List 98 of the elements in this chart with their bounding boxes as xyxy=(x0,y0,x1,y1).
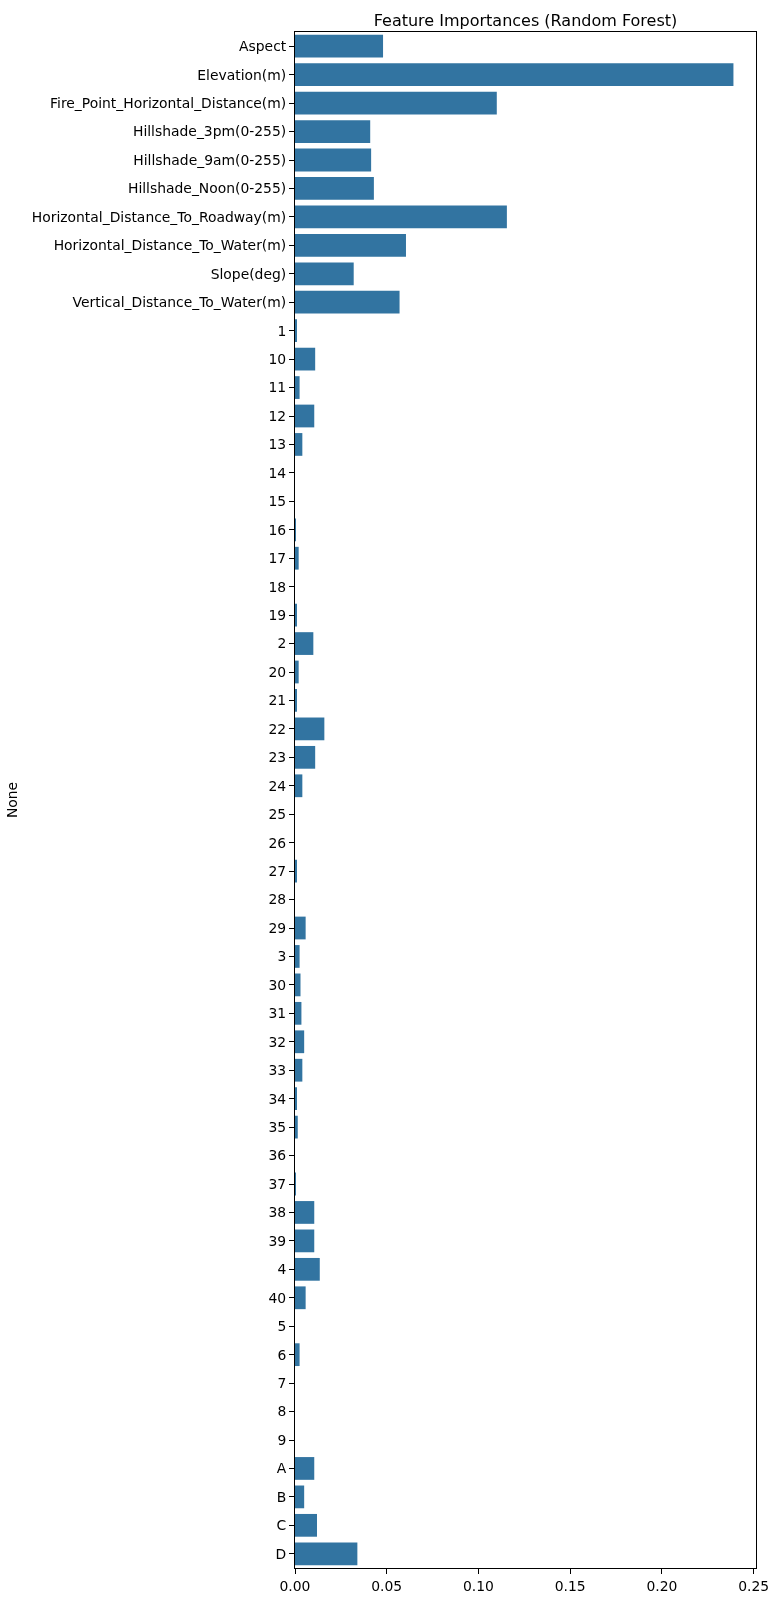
bar xyxy=(295,290,400,314)
y-tick-label: Vertical_Distance_To_Water(m) xyxy=(72,294,287,311)
x-tick-label: 0.20 xyxy=(646,1577,678,1594)
y-tick-label: 2 xyxy=(277,635,287,652)
y-tick-label: 33 xyxy=(268,1062,287,1079)
y-tick-label: 15 xyxy=(268,493,287,510)
bar xyxy=(295,34,384,58)
y-tick-label: Hillshade_Noon(0-255) xyxy=(127,180,287,197)
y-axis-title: None xyxy=(4,781,21,819)
bar xyxy=(295,1001,302,1025)
y-tick-label: Aspect xyxy=(239,38,287,55)
y-tick-label: 6 xyxy=(277,1346,287,1363)
bar xyxy=(295,1343,300,1367)
bar xyxy=(295,404,315,428)
x-tick-label: 0.00 xyxy=(279,1577,311,1594)
bar xyxy=(295,1058,303,1082)
y-tick-label: 38 xyxy=(268,1204,287,1221)
y-tick-label: 37 xyxy=(268,1175,287,1192)
bar xyxy=(295,632,314,655)
y-tick-label: 18 xyxy=(268,578,287,595)
bar xyxy=(295,233,406,257)
y-tick-label: 27 xyxy=(268,862,287,879)
y-tick-label: 3 xyxy=(277,948,287,965)
y-tick-label: Fire_Point_Horizontal_Distance(m) xyxy=(50,94,287,111)
bar xyxy=(295,177,374,200)
bar xyxy=(295,91,497,115)
y-tick-label: 12 xyxy=(268,407,287,424)
bar xyxy=(295,1457,315,1480)
bar xyxy=(295,1542,358,1566)
bar xyxy=(295,376,300,399)
y-tick-label: 31 xyxy=(268,1005,287,1022)
y-tick-label: 9 xyxy=(277,1431,287,1448)
y-tick-label: 22 xyxy=(268,720,287,737)
y-tick-label: D xyxy=(275,1545,287,1562)
y-tick-label: 25 xyxy=(268,806,287,823)
y-tick-label: Hillshade_9am(0-255) xyxy=(133,151,287,168)
bar xyxy=(295,63,734,87)
bar xyxy=(295,1201,315,1224)
y-tick-label: 26 xyxy=(268,834,287,851)
y-tick-label: 8 xyxy=(277,1403,287,1420)
bar xyxy=(295,1257,320,1281)
y-tick-label: 5 xyxy=(277,1318,287,1335)
bar xyxy=(295,1485,305,1509)
bar xyxy=(295,745,316,769)
y-tick-label: 13 xyxy=(268,436,287,453)
y-tick-label: 24 xyxy=(268,777,287,794)
y-tick-label: 21 xyxy=(268,692,287,709)
bar xyxy=(295,1229,315,1253)
bar xyxy=(295,973,301,997)
y-tick-label: 1 xyxy=(277,322,287,339)
bar xyxy=(295,262,354,286)
bar xyxy=(295,1513,318,1537)
x-tick-label: 0.25 xyxy=(738,1577,770,1594)
y-tick-label: 36 xyxy=(268,1147,287,1164)
bar xyxy=(295,1115,298,1139)
bar xyxy=(295,205,507,229)
y-tick-label: Hillshade_3pm(0-255) xyxy=(132,123,287,140)
bar xyxy=(295,1030,305,1054)
y-tick-label: Slope(deg) xyxy=(210,265,287,282)
y-tick-label: 23 xyxy=(268,749,287,766)
y-tick-label: 28 xyxy=(268,891,287,908)
bar xyxy=(295,717,325,741)
y-tick-label: 17 xyxy=(268,550,287,567)
y-tick-label: 19 xyxy=(268,606,287,623)
bar xyxy=(295,433,303,456)
bar xyxy=(295,916,306,940)
y-tick-label: 39 xyxy=(268,1232,287,1249)
y-tick-label: 14 xyxy=(268,464,287,481)
y-tick-label: 7 xyxy=(277,1374,287,1391)
y-tick-label: Horizontal_Distance_To_Roadway(m) xyxy=(31,208,287,225)
y-tick-label: 35 xyxy=(268,1118,287,1135)
x-tick-label: 0.15 xyxy=(554,1577,586,1594)
bar xyxy=(295,120,371,143)
y-tick-label: 11 xyxy=(268,379,287,396)
bar xyxy=(295,148,372,172)
y-tick-label: 4 xyxy=(277,1261,287,1278)
y-tick-label: 40 xyxy=(268,1289,287,1306)
x-tick-label: 0.10 xyxy=(462,1577,494,1594)
bar xyxy=(295,660,299,684)
y-tick-label: 34 xyxy=(268,1090,287,1107)
bar xyxy=(295,1286,306,1310)
y-tick-label: C xyxy=(276,1517,287,1534)
x-tick-label: 0.05 xyxy=(371,1577,403,1594)
y-tick-label: 30 xyxy=(268,976,287,993)
y-tick-label: A xyxy=(276,1460,287,1477)
bar xyxy=(295,347,316,371)
bar xyxy=(295,774,303,798)
bar xyxy=(295,945,300,968)
y-tick-label: 20 xyxy=(268,663,287,680)
y-tick-label: Horizontal_Distance_To_Water(m) xyxy=(53,237,287,254)
y-tick-label: B xyxy=(276,1488,287,1505)
y-tick-label: 29 xyxy=(268,919,287,936)
y-tick-label: 10 xyxy=(268,350,287,367)
y-tick-label: 32 xyxy=(268,1033,287,1050)
chart-title: Feature Importances (Random Forest) xyxy=(373,11,678,30)
y-tick-label: Elevation(m) xyxy=(197,66,287,83)
y-tick-label: 16 xyxy=(268,521,287,538)
bar xyxy=(295,546,299,570)
